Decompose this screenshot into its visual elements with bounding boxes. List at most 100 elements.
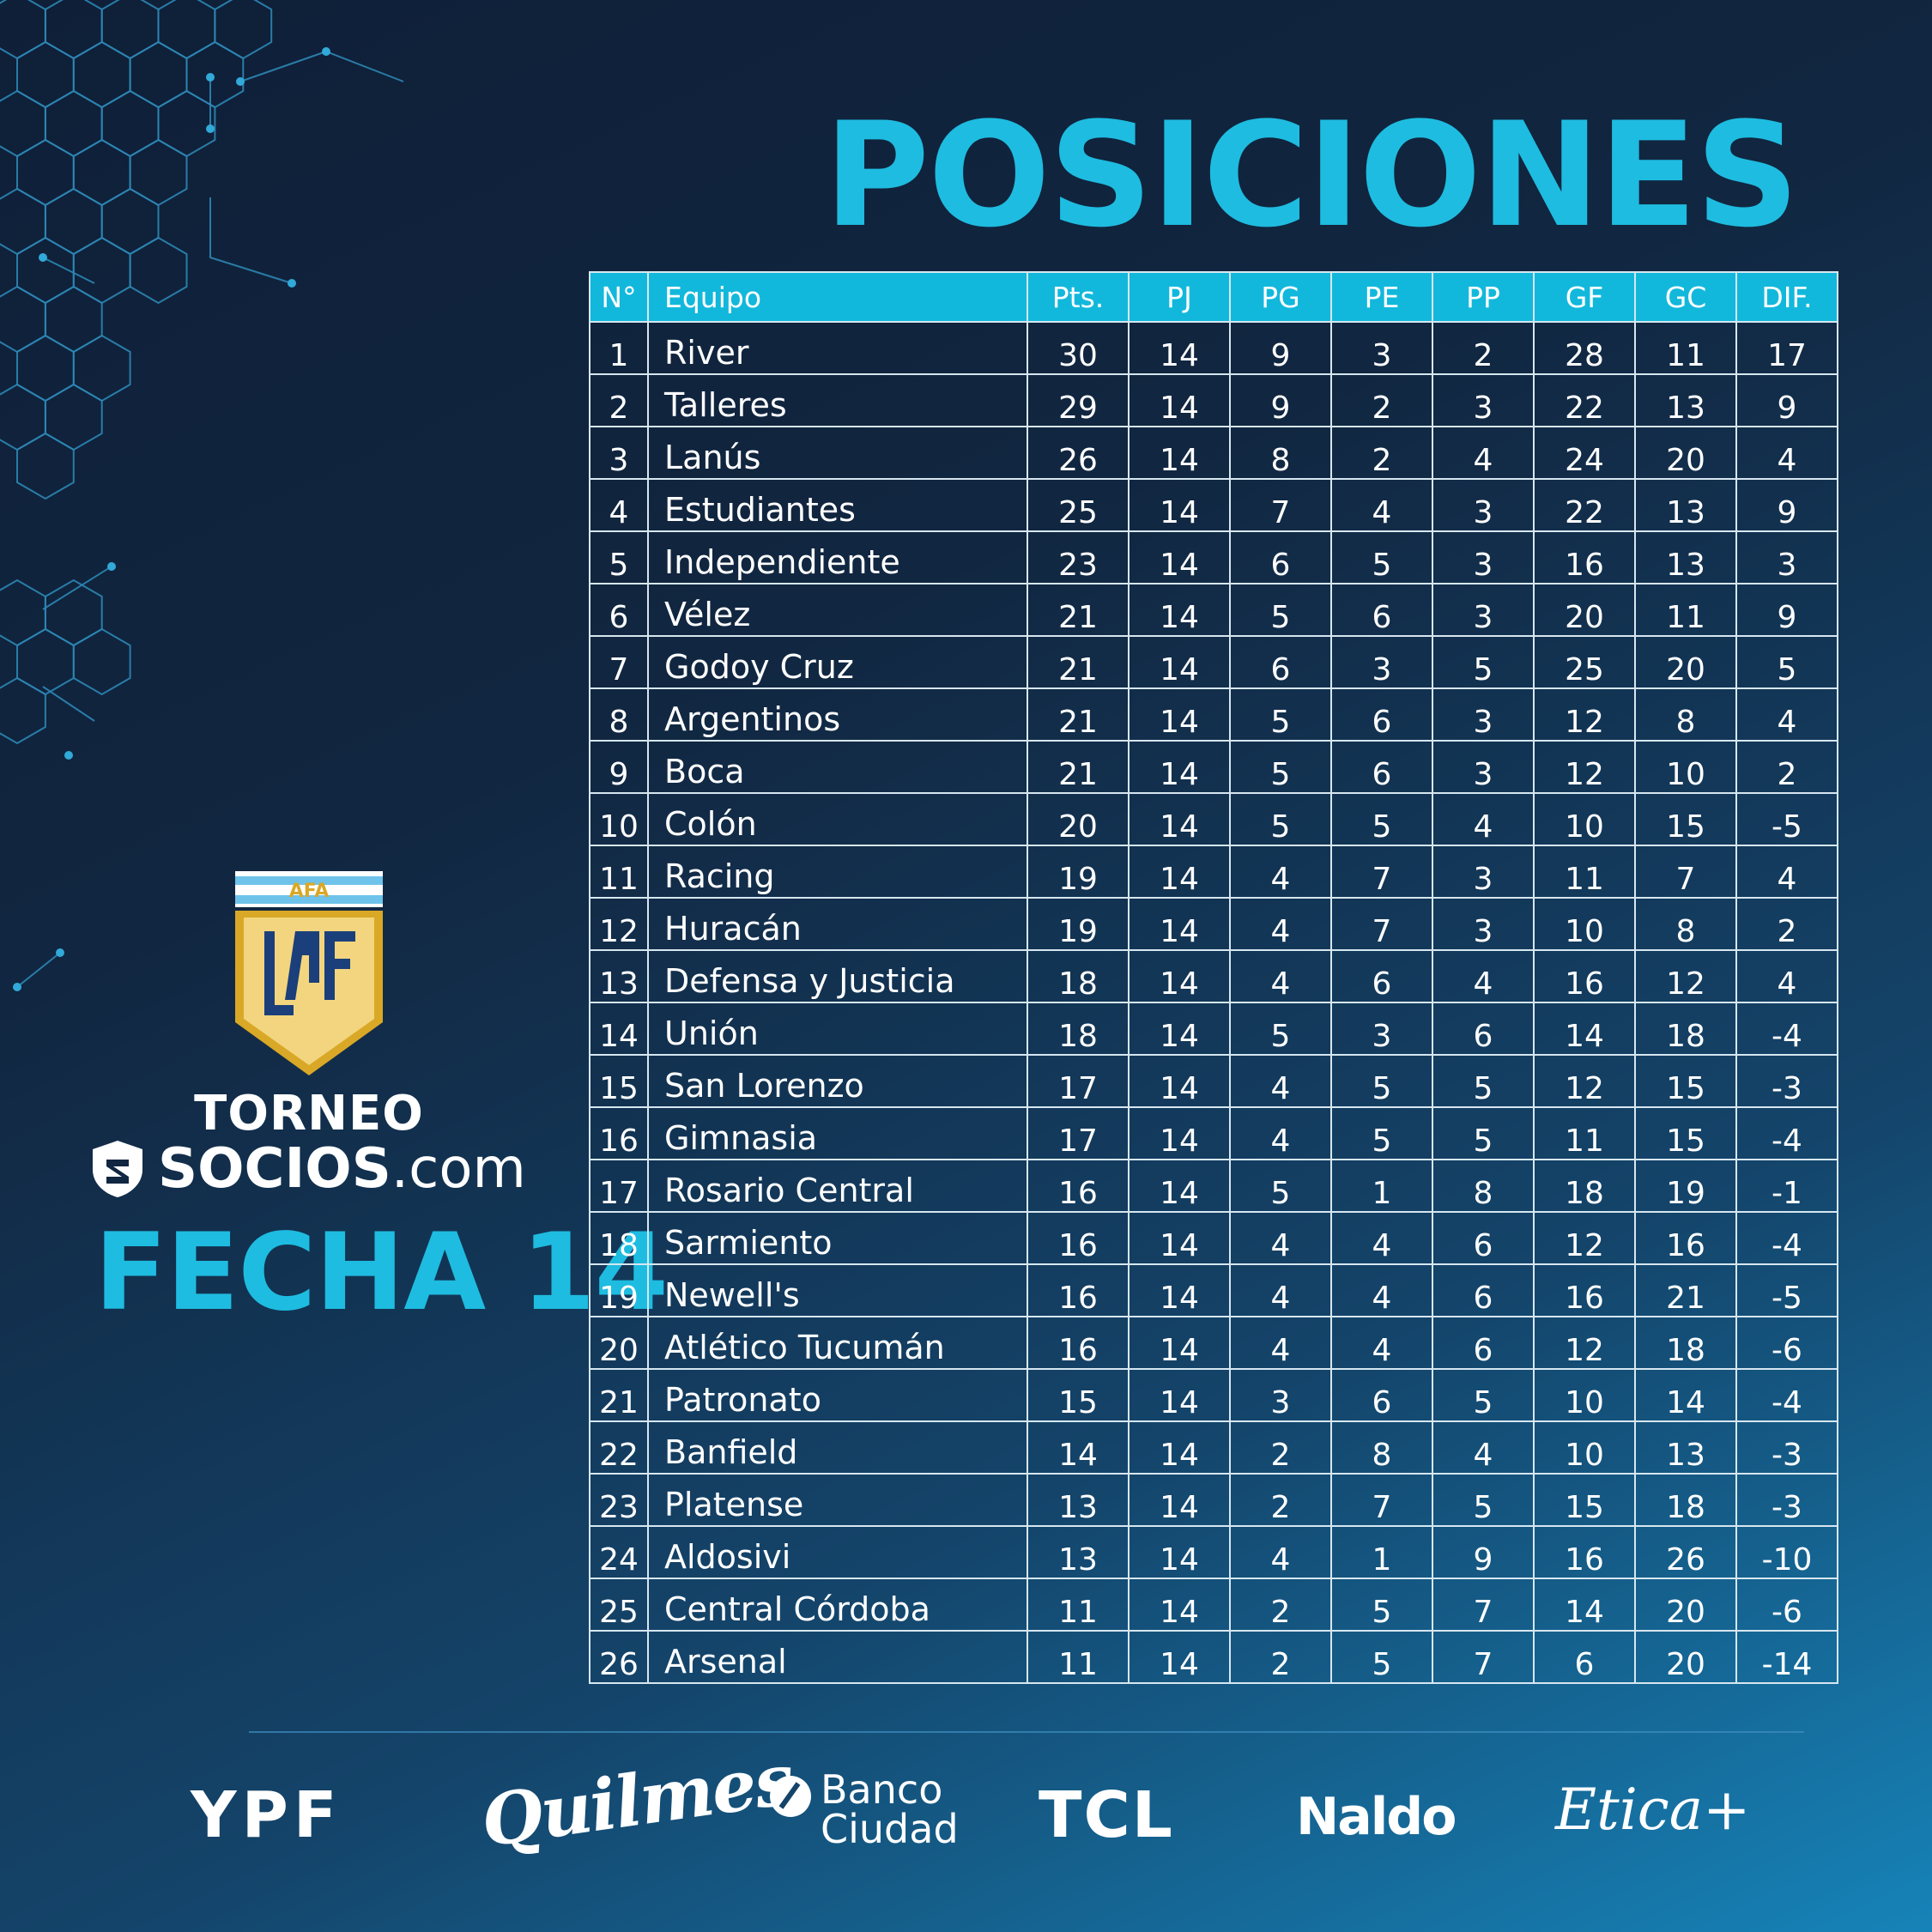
cell-team: Atlético Tucumán [647, 1316, 1028, 1370]
cell-pg: 7 [1229, 478, 1332, 532]
table-row: 14 Unión 18 14 5 3 6 14 18 -4 [589, 1002, 1838, 1056]
cell-gc: 11 [1634, 321, 1737, 375]
cell-pj: 14 [1128, 1368, 1231, 1422]
cell-pg: 9 [1229, 373, 1332, 427]
cell-pe: 1 [1330, 1525, 1433, 1579]
cell-pts: 16 [1027, 1159, 1130, 1213]
cell-pg: 4 [1229, 1211, 1332, 1265]
sponsor-naldo-logo: Naldo [1296, 1787, 1457, 1847]
cell-num: 3 [589, 426, 649, 480]
cell-team: Gimnasia [647, 1106, 1028, 1160]
cell-pj: 14 [1128, 740, 1231, 794]
cell-num: 7 [589, 635, 649, 689]
cell-pe: 1 [1330, 1159, 1433, 1213]
header-num: N° [589, 271, 649, 323]
socios-domain-text: .com [391, 1137, 526, 1201]
cell-pj: 14 [1128, 897, 1231, 951]
table-row: 6 Vélez 21 14 5 6 3 20 11 9 [589, 583, 1838, 637]
cell-pj: 14 [1128, 1630, 1231, 1684]
cell-pts: 19 [1027, 845, 1130, 899]
cell-pts: 14 [1027, 1420, 1130, 1475]
cell-pj: 14 [1128, 1106, 1231, 1160]
cell-gc: 11 [1634, 583, 1737, 637]
cell-dif: 2 [1735, 740, 1838, 794]
cell-gf: 11 [1533, 845, 1636, 899]
cell-pts: 21 [1027, 635, 1130, 689]
cell-dif: -3 [1735, 1473, 1838, 1527]
cell-pj: 14 [1128, 1473, 1231, 1527]
cell-team: Defensa y Justicia [647, 949, 1028, 1003]
cell-gf: 12 [1533, 1211, 1636, 1265]
cell-pp: 3 [1432, 687, 1535, 742]
cell-pp: 3 [1432, 897, 1535, 951]
cell-pg: 2 [1229, 1578, 1332, 1632]
cell-gf: 12 [1533, 1054, 1636, 1108]
cell-pp: 6 [1432, 1211, 1535, 1265]
standings-body: 1 River 30 14 9 3 2 28 11 17 2 Talleres 29 14 9 2 3 22 13 9… [589, 321, 1838, 1684]
cell-pe: 2 [1330, 373, 1433, 427]
cell-pe: 7 [1330, 845, 1433, 899]
header-pj: PJ [1128, 271, 1231, 323]
lpf-shield-logo: AFA [235, 871, 383, 1075]
cell-dif: -4 [1735, 1106, 1838, 1160]
table-row: 3 Lanús 26 14 8 2 4 24 20 4 [589, 426, 1838, 480]
cell-dif: 9 [1735, 373, 1838, 427]
socios-wordmark: SOCIOS.com [158, 1137, 526, 1201]
cell-pts: 16 [1027, 1316, 1130, 1370]
cell-dif: -1 [1735, 1159, 1838, 1213]
cell-pj: 14 [1128, 530, 1231, 584]
cell-num: 10 [589, 792, 649, 846]
table-row: 24 Aldosivi 13 14 4 1 9 16 26 -10 [589, 1525, 1838, 1579]
cell-team: Arsenal [647, 1630, 1028, 1684]
cell-gc: 12 [1634, 949, 1737, 1003]
header-pe: PE [1330, 271, 1433, 323]
cell-gc: 20 [1634, 635, 1737, 689]
cell-pts: 13 [1027, 1525, 1130, 1579]
cell-gf: 10 [1533, 1368, 1636, 1422]
cell-dif: -3 [1735, 1054, 1838, 1108]
cell-team: San Lorenzo [647, 1054, 1028, 1108]
cell-gc: 13 [1634, 478, 1737, 532]
cell-team: Central Córdoba [647, 1578, 1028, 1632]
cell-num: 15 [589, 1054, 649, 1108]
cell-dif: -5 [1735, 792, 1838, 846]
hexagon-pattern-decoration [0, 0, 404, 991]
cell-pg: 5 [1229, 1002, 1332, 1056]
cell-gf: 18 [1533, 1159, 1636, 1213]
table-row: 20 Atlético Tucumán 16 14 4 4 6 12 18 -6 [589, 1316, 1838, 1370]
cell-gf: 28 [1533, 321, 1636, 375]
table-row: 26 Arsenal 11 14 2 5 7 6 20 -14 [589, 1630, 1838, 1684]
cell-pg: 4 [1229, 845, 1332, 899]
cell-team: Patronato [647, 1368, 1028, 1422]
cell-pe: 5 [1330, 1106, 1433, 1160]
cell-pp: 3 [1432, 530, 1535, 584]
sponsor-divider [249, 1731, 1804, 1733]
cell-pp: 6 [1432, 1002, 1535, 1056]
cell-team: Aldosivi [647, 1525, 1028, 1579]
cell-gf: 24 [1533, 426, 1636, 480]
cell-gf: 10 [1533, 1420, 1636, 1475]
cell-team: Sarmiento [647, 1211, 1028, 1265]
table-row: 22 Banfield 14 14 2 8 4 10 13 -3 [589, 1420, 1838, 1475]
cell-gc: 13 [1634, 1420, 1737, 1475]
cell-pe: 5 [1330, 530, 1433, 584]
cell-pp: 3 [1432, 373, 1535, 427]
cell-team: Platense [647, 1473, 1028, 1527]
cell-dif: -3 [1735, 1420, 1838, 1475]
cell-pj: 14 [1128, 583, 1231, 637]
cell-pts: 26 [1027, 426, 1130, 480]
cell-gf: 14 [1533, 1578, 1636, 1632]
cell-dif: 9 [1735, 583, 1838, 637]
cell-pe: 7 [1330, 897, 1433, 951]
cell-gf: 6 [1533, 1630, 1636, 1684]
cell-pj: 14 [1128, 792, 1231, 846]
cell-pts: 18 [1027, 1002, 1130, 1056]
cell-gf: 12 [1533, 740, 1636, 794]
cell-gf: 25 [1533, 635, 1636, 689]
cell-team: Vélez [647, 583, 1028, 637]
cell-pj: 14 [1128, 687, 1231, 742]
cell-pp: 4 [1432, 949, 1535, 1003]
cell-team: Rosario Central [647, 1159, 1028, 1213]
cell-pe: 4 [1330, 1316, 1433, 1370]
cell-pe: 6 [1330, 1368, 1433, 1422]
